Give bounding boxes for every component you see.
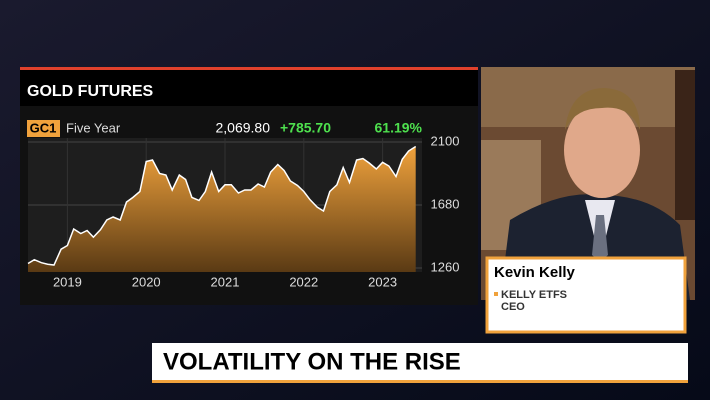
x-tick-label: 2023 bbox=[368, 274, 397, 289]
title-bar bbox=[20, 70, 478, 106]
x-tick-label: 2019 bbox=[53, 274, 82, 289]
headline-box bbox=[152, 343, 688, 383]
x-tick-label: 2020 bbox=[132, 274, 161, 289]
x-tick-label: 2021 bbox=[211, 274, 240, 289]
y-tick-label: 1680 bbox=[431, 196, 460, 211]
period: Five Year bbox=[66, 120, 121, 135]
ticker-box bbox=[27, 120, 60, 137]
y-tick-label: 1260 bbox=[431, 259, 460, 274]
guest-name: Kevin Kelly bbox=[494, 264, 576, 281]
bullet bbox=[494, 292, 498, 296]
panel-accent bbox=[20, 67, 478, 70]
x-tick-label: 2022 bbox=[289, 274, 318, 289]
chart-title: GOLD FUTURES bbox=[27, 83, 154, 100]
headline: VOLATILITY ON THE RISE bbox=[163, 348, 461, 375]
change: +785.70 bbox=[280, 120, 331, 136]
guest-role: CEO bbox=[501, 301, 525, 313]
y-tick-label: 2100 bbox=[431, 133, 460, 148]
name-plate bbox=[485, 256, 687, 334]
ticker: GC1 bbox=[30, 120, 57, 135]
area bbox=[28, 146, 416, 272]
change-pct: 61.19% bbox=[375, 120, 423, 136]
line bbox=[27, 145, 417, 266]
headline-accent bbox=[152, 380, 688, 383]
last-price: 2,069.80 bbox=[216, 120, 271, 136]
guest-company: KELLY ETFS bbox=[501, 289, 567, 301]
